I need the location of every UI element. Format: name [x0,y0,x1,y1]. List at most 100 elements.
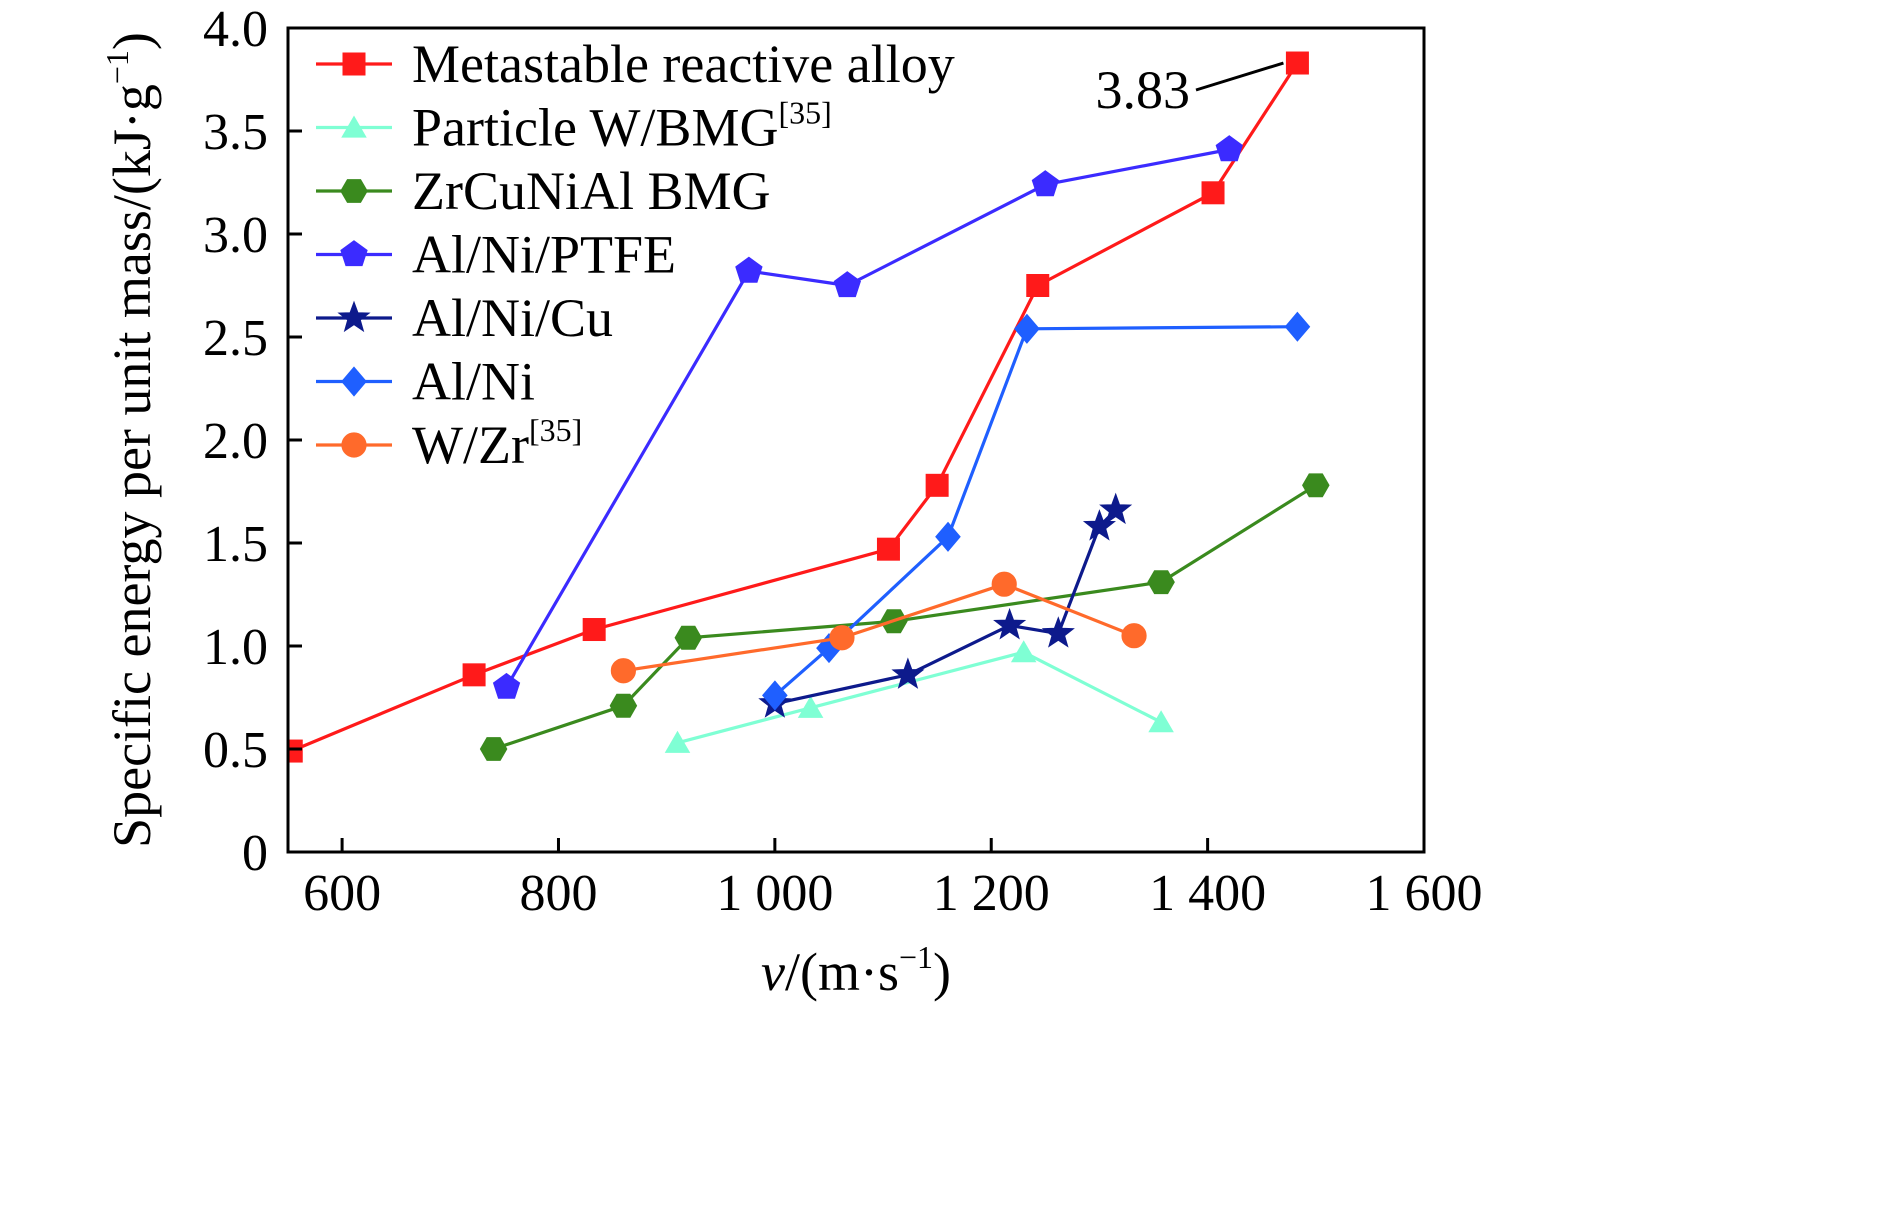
x-axis-title-unit: /(m·s [785,942,899,1002]
legend-swatch-marker [341,366,367,397]
legend-swatch-marker [342,52,366,76]
series-line [677,650,1162,745]
legend-label-main: Al/Ni/PTFE [412,225,676,285]
series-line [493,483,1317,751]
legend-entry: Al/Ni/PTFE [316,225,676,285]
data-point [993,607,1027,640]
legend-label: Metastable reactive alloy [412,34,955,94]
series-layer [288,51,1330,763]
annotation-line [1195,61,1284,92]
legend-swatch-marker [340,240,368,267]
series-line [290,62,1299,753]
data-point [582,618,606,642]
data-point [609,693,638,718]
data-point [610,658,636,684]
legend-entry: Al/Ni/Cu [316,288,613,348]
y-tick-label: 4.0 [203,1,268,58]
x-axis-title-exp: −1 [899,939,933,975]
legend-label-sup: [35] [778,95,831,131]
x-tick-label: 600 [303,865,381,922]
data-point [1285,51,1309,75]
legend-label: ZrCuNiAl BMG [412,161,771,221]
data-point [1121,623,1147,649]
data-point [1031,170,1059,197]
legend-label: Al/Ni/PTFE [412,225,676,285]
legend-entry: ZrCuNiAl BMG [316,161,771,221]
data-point [1302,473,1330,498]
data-point [1215,135,1243,162]
legend-label: Al/Ni [412,352,535,412]
series-6 [610,571,1147,684]
legend-swatch-marker [337,300,371,333]
y-axis-title-close: ) [102,32,162,50]
data-point [1148,710,1174,733]
y-axis-title: Specific energy per unit mass/(kJ·g−1) [99,32,162,848]
axis-titles: v/(m·s−1) Specific energy per unit mass/… [99,32,951,1002]
series-0 [288,51,1309,763]
y-tick-label: 3.0 [203,207,268,264]
legend-label-main: W/Zr [412,415,529,475]
y-tick-label: 1.0 [203,619,268,676]
data-point [735,256,763,283]
data-point [1284,311,1311,342]
series-1 [664,640,1174,753]
series-line [623,582,1135,673]
legend-label: W/Zr[35] [412,412,582,475]
data-point [1010,640,1037,663]
y-tick-label: 1.5 [203,516,268,573]
data-point [797,695,824,718]
x-axis-title-var: v [761,942,785,1002]
legend-swatch-marker [340,179,368,203]
legend-entry: W/Zr[35] [316,412,582,475]
series-3 [492,135,1243,699]
x-tick-label: 1 600 [1366,865,1483,922]
legend-label: Al/Ni/Cu [412,288,613,348]
legend-entry: Particle W/BMG[35] [316,95,832,158]
data-point [925,473,949,497]
x-axis-title-close: ) [933,942,951,1002]
annotation: 3.83 [1096,60,1284,120]
data-point [991,571,1017,597]
data-point [1201,181,1225,205]
data-point [288,739,303,763]
legend-swatch-marker [341,432,367,458]
series-5 [762,311,1311,711]
y-axis-title-main: Specific energy per unit mass/(kJ·g [102,84,162,848]
data-point [762,680,788,711]
data-point [664,730,691,753]
x-axis-title: v/(m·s−1) [761,939,951,1002]
y-tick-label: 2.0 [203,413,268,470]
data-point [462,663,486,687]
series-2 [479,473,1330,761]
data-point [479,737,508,761]
data-point [876,537,900,561]
legend-label-main: Al/Ni [412,352,535,412]
legend-entry: Metastable reactive alloy [316,34,955,94]
legend-label-main: Particle W/BMG [412,98,778,158]
data-point [891,657,925,689]
axis-ticks: 600 800 1 000 1 200 1 400 1 600 0 0.5 1.0 1.5 2.0 2… [203,1,1483,922]
y-tick-label: 3.5 [203,104,268,161]
y-tick-label: 0 [242,825,268,882]
data-point [1014,313,1040,344]
data-point [1026,274,1050,297]
legend-swatch-marker [341,115,367,138]
legend-label-sup: [35] [529,412,582,448]
legend-label: Particle W/BMG[35] [412,95,832,158]
data-point [935,521,961,552]
legend-entry: Al/Ni [316,352,535,412]
legend-label-main: Metastable reactive alloy [412,34,955,94]
annotation-label: 3.83 [1096,60,1191,120]
data-point [1099,492,1133,525]
y-tick-label: 2.5 [203,310,268,367]
y-axis-title-exp: −1 [99,50,135,84]
legend-label-main: ZrCuNiAl BMG [412,161,771,221]
data-point [833,271,861,298]
data-point [1082,509,1116,541]
data-point [1147,570,1175,595]
data-point [674,625,703,650]
data-point [492,672,521,699]
y-tick-label: 0.5 [203,722,268,779]
